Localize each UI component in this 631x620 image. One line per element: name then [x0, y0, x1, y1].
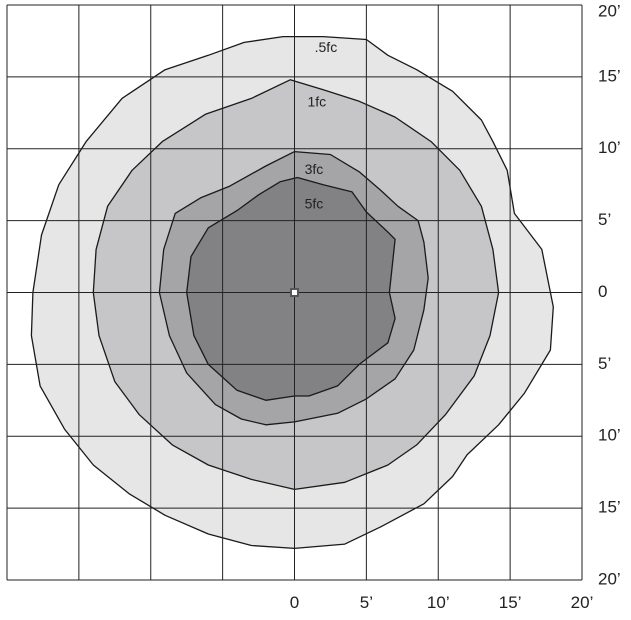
- x-tick-label: 15’: [499, 593, 522, 612]
- fixture-layer: [290, 288, 299, 297]
- x-tick-label: 0: [290, 593, 299, 612]
- grid-layer: .5fc 1fc 3fc 5fc: [6, 4, 583, 581]
- y-tick-label: 20’: [598, 569, 621, 588]
- y-tick-label: 10’: [598, 426, 621, 445]
- y-tick-label: 5’: [598, 354, 611, 373]
- x-tick-label: 20’: [571, 593, 594, 612]
- x-tick-label: 5’: [360, 593, 373, 612]
- tick-label-layer: 0 5’ 10’ 15’ 20’20’15’10’5’05’10’15’20’: [290, 1, 621, 612]
- y-tick-label: 0: [598, 282, 607, 301]
- y-tick-label: 10’: [598, 138, 621, 157]
- contour-label-half-5fc: .5fc: [315, 39, 338, 55]
- y-tick-label: 5’: [598, 210, 611, 229]
- y-tick-label: 20’: [598, 1, 621, 20]
- y-tick-label: 15’: [598, 66, 621, 85]
- contour-label-5fc: 5fc: [305, 196, 324, 212]
- fixture-marker: [290, 288, 299, 297]
- contour-label-1fc: 1fc: [307, 93, 326, 109]
- x-tick-label: 10’: [427, 593, 450, 612]
- contour-label-3fc: 3fc: [305, 161, 324, 177]
- y-tick-label: 15’: [598, 498, 621, 517]
